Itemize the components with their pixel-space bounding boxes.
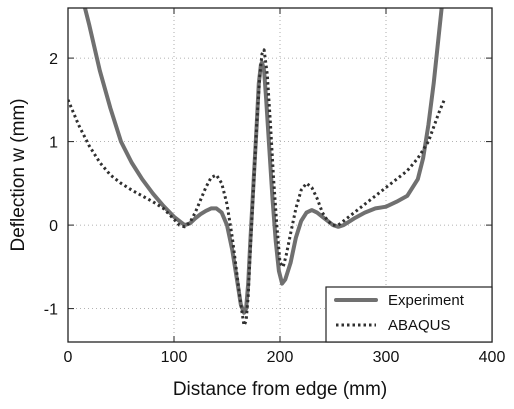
legend-label-experiment: Experiment [388,292,465,309]
x-tick-label: 200 [267,349,294,366]
series-layer [68,8,446,327]
x-tick-label: 0 [64,349,73,366]
y-tick-label: 1 [49,135,58,152]
x-tick-label: 300 [373,349,400,366]
y-tick-label: 0 [49,218,58,235]
y-tick-label: -1 [44,302,58,319]
legend: Experiment ABAQUS [325,286,493,343]
series-line-abaqus [68,48,446,327]
x-tick-label: 400 [479,349,506,366]
series-line-experiment [82,8,444,315]
y-tick-label: 2 [49,51,58,68]
legend-box [325,286,493,343]
x-tick-label: 100 [161,349,188,366]
legend-label-abaqus: ABAQUS [388,317,451,334]
tick-labels: 0 100 200 300 400 -1 0 1 2 [44,51,506,366]
grid-lines [68,8,492,342]
y-axis-label: Deflection w (mm) [8,98,29,251]
x-axis-label: Distance from edge (mm) [173,379,387,400]
